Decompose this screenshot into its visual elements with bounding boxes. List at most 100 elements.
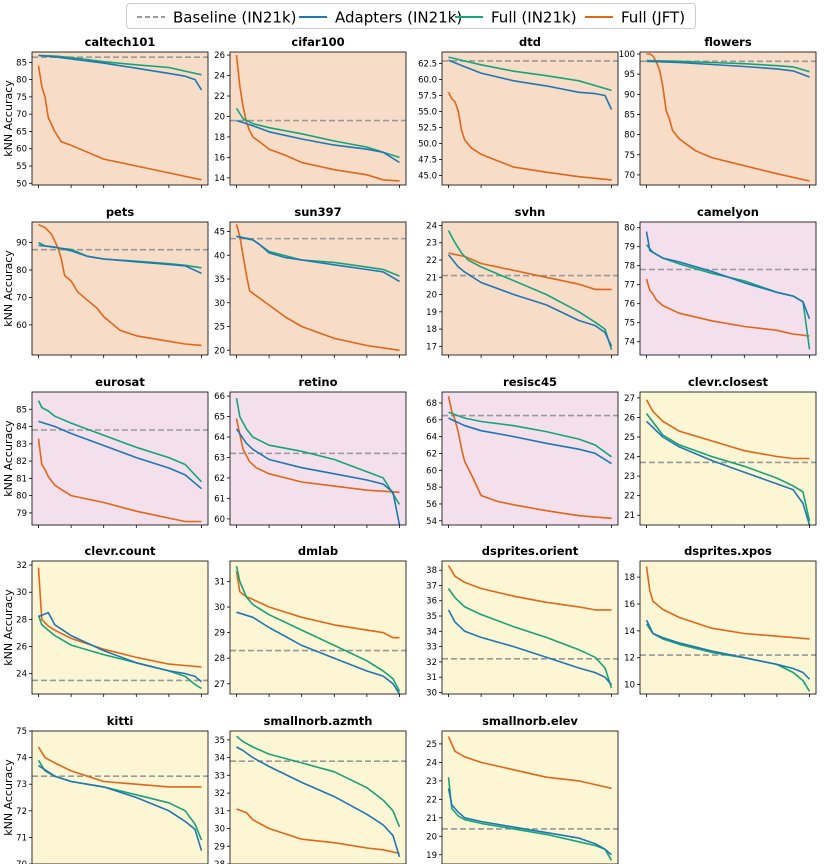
y-tick-label: 72 [16, 807, 27, 817]
series-line-full-jft [37, 438, 202, 523]
panel-frame [441, 730, 619, 864]
panel-smallnorb-elev: smallnorb.elev1920212223242501020304050S… [426, 714, 619, 864]
y-tick-label: 62 [214, 474, 225, 484]
y-tick-label: 31 [426, 673, 437, 683]
y-tick-label: 22 [426, 795, 437, 805]
series-line-adapters [448, 417, 612, 465]
legend-label-baseline: Baseline (IN21k) [173, 9, 297, 27]
panel-frame [441, 221, 619, 356]
y-tick-label: 32 [16, 561, 27, 571]
panel-frame [639, 221, 817, 356]
y-tick-label: 85 [16, 58, 27, 68]
y-tick-label: 63 [214, 453, 225, 463]
legend-label-full-jft: Full (JFT) [621, 9, 685, 27]
series-line-adapters [645, 619, 811, 680]
series-line-full-in21k [447, 588, 613, 689]
series-line-full-jft [447, 565, 612, 611]
panel-frame [229, 391, 407, 526]
y-tick-label: 84 [16, 423, 27, 433]
series-line-adapters [645, 231, 811, 320]
y-tick-label: 23 [426, 777, 437, 787]
panel-frame [639, 51, 817, 186]
y-tick-label: 60.0 [418, 75, 437, 85]
y-tick-label: 50 [16, 179, 27, 189]
y-tick-label: 14 [214, 174, 225, 184]
y-tick-label: 80 [624, 131, 635, 141]
y-tick-label: 35 [426, 612, 437, 622]
panel-background [442, 561, 618, 694]
y-tick-label: 20 [426, 832, 437, 842]
y-tick-label: 30 [16, 588, 27, 598]
series-line-full-jft [448, 252, 612, 291]
y-tick-label: 28 [214, 860, 225, 864]
series-line-full-jft [37, 746, 202, 788]
series-line-adapters [645, 420, 811, 526]
series-line-full-in21k [235, 735, 401, 828]
y-axis-label: kNN Accuracy [2, 80, 15, 157]
series-line-adapters [448, 59, 613, 110]
y-tick-label: 25 [426, 740, 437, 750]
y-tick-label: 32 [214, 789, 225, 799]
panel-frame [31, 730, 209, 864]
y-tick-label: 80 [624, 224, 635, 234]
panel-title: smallnorb.elev [482, 714, 578, 728]
y-tick-label: 47.5 [418, 155, 437, 165]
y-tick-label: 10 [624, 681, 635, 691]
y-tick-label: 54 [426, 517, 437, 527]
panel-dsprites-orient: dsprites.orient 30 31 32 33 34 35 36 37 38 [426, 544, 619, 698]
y-tick-label: 95 [624, 70, 635, 80]
series-line-adapters [236, 746, 401, 858]
panel-title: clevr.count [84, 544, 156, 558]
y-tick-label: 45 [214, 228, 225, 238]
y-tick-label: 66 [214, 392, 225, 402]
panel-frame [229, 730, 407, 864]
y-tick-label: 16 [624, 600, 635, 610]
y-tick-label: 18 [214, 133, 225, 143]
series-line-adapters [447, 609, 613, 686]
y-tick-label: 60 [214, 515, 225, 525]
y-tick-label: 30 [214, 603, 225, 613]
y-tick-label: 19 [426, 851, 437, 861]
series-line-full-in21k [447, 777, 613, 861]
y-tick-label: 100 [619, 50, 635, 60]
panel-frame [639, 560, 817, 695]
series-line-full-in21k [646, 59, 810, 73]
y-tick-label: 33 [214, 771, 225, 781]
series-line-adapters [447, 788, 613, 856]
y-tick-label: 66 [426, 416, 437, 426]
legend-label-full-in21k: Full (IN21k) [491, 9, 577, 27]
y-tick-label: 74 [624, 338, 635, 348]
panel-title: caltech101 [85, 35, 156, 49]
y-tick-label: 25 [624, 433, 635, 443]
series-line-full-jft [235, 418, 400, 494]
y-tick-label: 71 [16, 833, 27, 843]
y-tick-label: 80 [16, 76, 27, 86]
panel-title: dsprites.xpos [684, 544, 772, 558]
series-line-adapters [235, 428, 401, 526]
y-tick-label: 21 [426, 814, 437, 824]
panel-background [442, 52, 618, 185]
y-tick-label: 40 [214, 251, 225, 261]
y-tick-label: 62.5 [418, 60, 437, 70]
panel-title: clevr.closest [688, 375, 769, 389]
y-tick-label: 77 [624, 281, 635, 291]
panel-background [230, 52, 406, 185]
panel-title: camelyon [697, 205, 759, 219]
panel-background [230, 561, 406, 694]
y-tick-label: 24 [214, 72, 225, 82]
panel-resisc45: resisc45 54 56 58 60 62 64 66 68 [426, 375, 619, 528]
series-line-full-jft [236, 808, 400, 855]
y-tick-label: 33 [426, 643, 437, 653]
panel-frame [31, 391, 209, 526]
y-tick-label: 38 [426, 566, 437, 576]
y-tick-label: 24 [426, 221, 437, 231]
y-tick-label: 29 [214, 842, 225, 852]
y-tick-label: 80 [16, 266, 27, 276]
series-line-adapters [236, 235, 400, 283]
y-tick-label: 75 [16, 93, 27, 103]
chart-legend: Baseline (IN21k) Adapters (IN21k) Full (… [126, 3, 696, 29]
y-tick-label: 70 [16, 860, 27, 864]
panel-title: sun397 [294, 205, 341, 219]
